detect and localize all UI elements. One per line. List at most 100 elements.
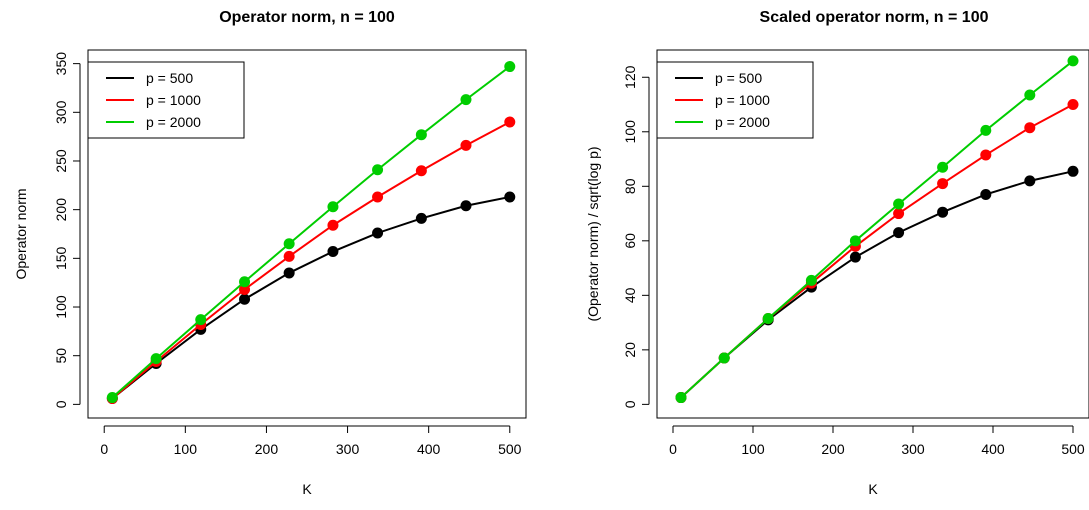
legend-label: p = 500	[715, 70, 762, 86]
data-point	[893, 208, 905, 220]
x-axis-label: K	[868, 481, 878, 497]
y-tick-label: 0	[53, 400, 69, 408]
x-tick-label: 100	[741, 441, 765, 457]
data-point	[239, 293, 251, 305]
y-tick-label: 350	[53, 52, 69, 76]
data-point	[1067, 55, 1079, 67]
legend-label: p = 500	[146, 70, 193, 86]
data-point	[849, 251, 861, 263]
y-tick-label: 0	[622, 400, 638, 408]
y-tick-label: 100	[622, 120, 638, 144]
chart-scaled-operator-norm: Scaled operator norm, n = 1000 100 200 300 4…	[585, 9, 1089, 497]
series-p-500	[675, 165, 1079, 404]
y-tick-label: 250	[53, 149, 69, 173]
x-tick-label: 500	[498, 441, 522, 457]
y-tick-label: 150	[53, 246, 69, 270]
y-tick-label: 200	[53, 198, 69, 222]
data-point	[762, 313, 774, 325]
plot-frame	[87, 49, 527, 419]
legend-label: p = 1000	[146, 92, 201, 108]
x-tick-label: 500	[1061, 441, 1085, 457]
data-point	[1024, 122, 1036, 134]
data-point	[415, 212, 427, 224]
series-line	[111, 121, 511, 400]
y-tick-label: 40	[622, 287, 638, 303]
y-tick-label: 20	[622, 342, 638, 358]
series-line	[111, 196, 510, 400]
data-point	[327, 246, 339, 258]
x-tick-label: 300	[901, 441, 925, 457]
legend: p = 500 p = 1000 p = 2000	[656, 61, 814, 139]
data-point	[893, 227, 905, 239]
data-point	[718, 352, 730, 364]
data-point	[372, 227, 384, 239]
series-line	[680, 170, 1074, 399]
data-point	[805, 274, 817, 286]
y-tick-label: 60	[622, 233, 638, 249]
data-point	[283, 267, 295, 279]
data-point	[372, 191, 384, 203]
data-point	[106, 392, 118, 404]
y-tick-label: 80	[622, 178, 638, 194]
series-p-500	[106, 191, 516, 405]
data-point	[415, 129, 427, 141]
data-point	[150, 353, 162, 365]
y-tick-label: 50	[53, 348, 69, 364]
data-point	[372, 164, 384, 176]
y-axis-label: Operator norm	[13, 188, 29, 279]
data-point	[980, 149, 992, 161]
data-point	[1024, 175, 1036, 187]
data-point	[1067, 99, 1079, 111]
y-tick-label: 300	[53, 100, 69, 124]
series-p-2000	[675, 55, 1079, 404]
x-tick-label: 0	[669, 441, 677, 457]
data-point	[460, 139, 472, 151]
data-point	[1024, 89, 1036, 101]
data-point	[327, 219, 339, 231]
data-point	[1067, 165, 1079, 177]
y-tick-label: 100	[53, 295, 69, 319]
series-line	[680, 60, 1074, 399]
series-p-2000	[106, 61, 516, 404]
chart-title: Operator norm, n = 100	[219, 9, 395, 26]
legend-label: p = 2000	[146, 114, 201, 130]
series-line	[111, 65, 511, 399]
data-point	[937, 206, 949, 218]
x-tick-label: 400	[981, 441, 1005, 457]
x-tick-label: 400	[417, 441, 441, 457]
data-point	[239, 276, 251, 288]
legend-label: p = 1000	[715, 92, 770, 108]
data-point	[980, 188, 992, 200]
chart-title: Scaled operator norm, n = 100	[760, 9, 989, 26]
data-point	[327, 201, 339, 213]
series-p-1000	[675, 99, 1079, 404]
y-axis-label: (Operator norm) / sqrt(log p)	[585, 146, 601, 321]
data-point	[893, 198, 905, 210]
data-point	[415, 165, 427, 177]
data-point	[195, 314, 207, 326]
data-point	[937, 178, 949, 190]
data-point	[460, 94, 472, 106]
legend: p = 500 p = 1000 p = 2000	[87, 61, 245, 139]
data-point	[283, 238, 295, 250]
chart-operator-norm: Operator norm, n = 100 0 100 200 300 400 500 0 5…	[13, 9, 527, 497]
data-point	[980, 124, 992, 136]
data-point	[504, 61, 516, 73]
data-point	[675, 392, 687, 404]
x-tick-label: 100	[174, 441, 198, 457]
series-p-1000	[106, 116, 516, 405]
data-point	[460, 200, 472, 212]
x-tick-label: 200	[255, 441, 279, 457]
data-point	[849, 235, 861, 247]
legend-label: p = 2000	[715, 114, 770, 130]
data-point	[283, 250, 295, 262]
plot-frame	[656, 49, 1089, 419]
x-tick-label: 0	[100, 441, 108, 457]
data-point	[504, 116, 516, 128]
x-axis-label: K	[302, 481, 312, 497]
x-tick-label: 300	[336, 441, 360, 457]
y-tick-label: 120	[622, 65, 638, 89]
data-point	[504, 191, 516, 203]
x-tick-label: 200	[821, 441, 845, 457]
